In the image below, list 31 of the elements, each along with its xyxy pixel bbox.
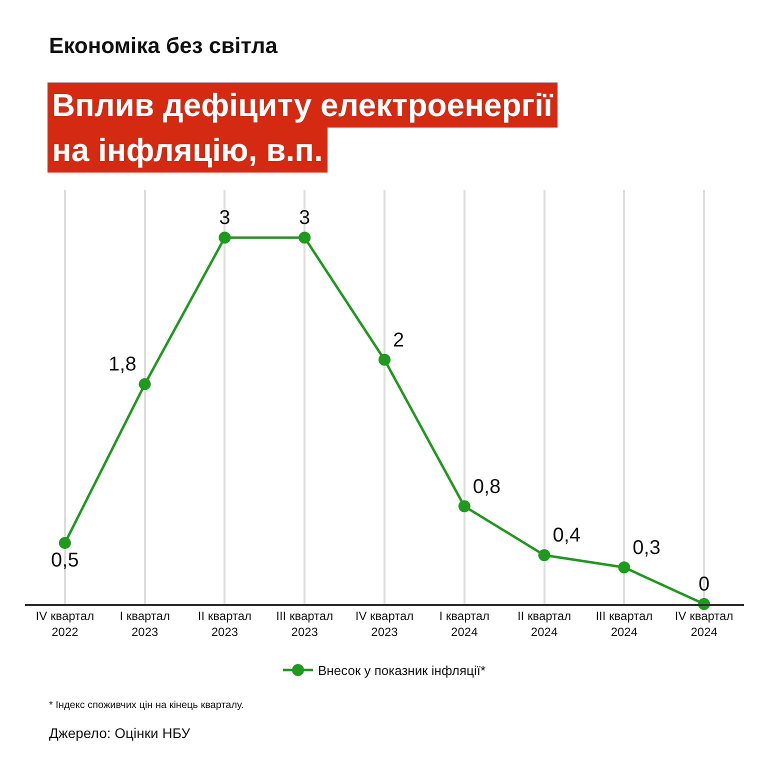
- x-tick-label: II квартал 2024: [517, 609, 572, 639]
- point: [298, 232, 311, 244]
- point: [218, 232, 231, 244]
- data-label: 0: [698, 574, 710, 596]
- chart-title: Вплив дефіциту електроенергії на інфляцію, в.п.: [52, 87, 554, 168]
- x-tick-label: II квартал 2023: [198, 609, 252, 639]
- data-label: 2: [393, 329, 404, 352]
- data-label: 3: [219, 207, 230, 230]
- point: [378, 354, 390, 366]
- chart-subtitle: Економіка без світла: [49, 33, 278, 58]
- point: [618, 561, 630, 574]
- x-tick-label: IV квартал 2023: [355, 609, 414, 639]
- x-tick-label: III квартал 2024: [596, 609, 653, 639]
- x-tick-label: I квартал 2023: [120, 609, 170, 639]
- point: [538, 549, 550, 562]
- data-label: 0,8: [472, 476, 501, 498]
- x-tick-label: IV квартал 2022: [36, 609, 94, 639]
- data-label: 0,5: [51, 549, 79, 572]
- x-tick-label: IV квартал 2024: [674, 609, 734, 639]
- point: [58, 536, 71, 549]
- data-label: 1,8: [108, 354, 136, 376]
- data-label: 3: [299, 207, 310, 230]
- point: [138, 378, 151, 390]
- x-tick-label: III квартал 2023: [276, 609, 334, 639]
- text: * Індекс споживчих цін на кінець кварталу.: [49, 700, 244, 711]
- text: Джерело: Оцінки НБУ: [49, 725, 190, 741]
- legend-label: Внесок у показник інфляції*: [318, 663, 486, 678]
- x-tick-label: I квартал 2024: [439, 609, 490, 639]
- data-label: 0,4: [552, 524, 581, 547]
- data-label: 0,3: [632, 536, 660, 559]
- point: [458, 500, 470, 512]
